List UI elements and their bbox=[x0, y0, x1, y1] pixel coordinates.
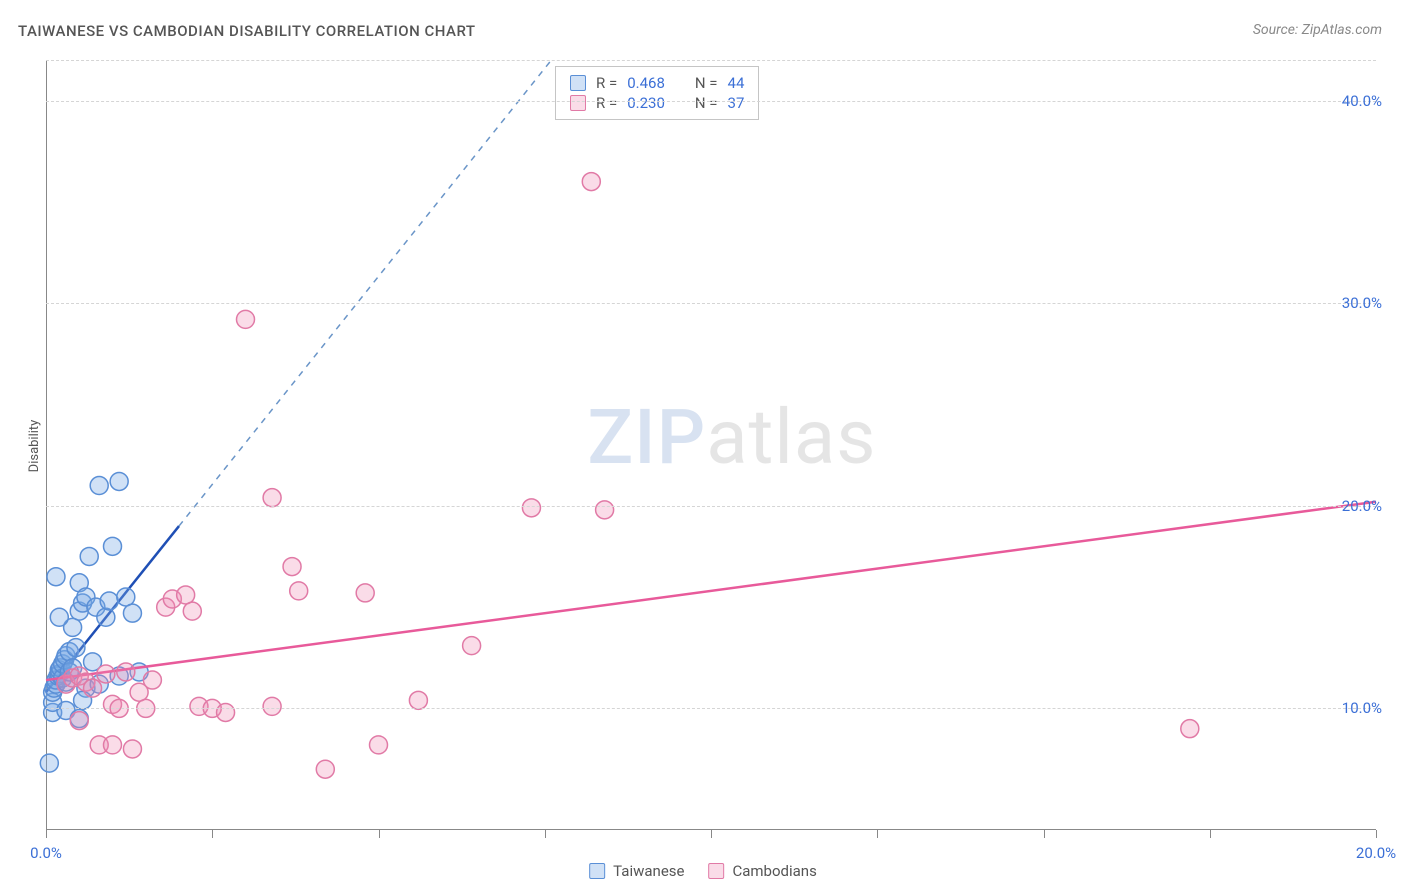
x-tick-label: 20.0% bbox=[1356, 844, 1396, 862]
gridline-h bbox=[46, 101, 1376, 102]
data-point bbox=[409, 691, 427, 709]
chart-title: TAIWANESE VS CAMBODIAN DISABILITY CORREL… bbox=[18, 22, 476, 40]
legend-series: Taiwanese Cambodians bbox=[589, 862, 817, 880]
x-tick bbox=[545, 830, 546, 838]
legend-swatch bbox=[589, 863, 605, 879]
data-point bbox=[263, 489, 281, 507]
x-tick bbox=[1044, 830, 1045, 838]
data-point bbox=[123, 740, 141, 758]
legend-correlation: R = 0.468 N = 44 R = 0.230 N = 37 bbox=[555, 66, 759, 120]
data-point bbox=[50, 608, 68, 626]
legend-row: R = 0.468 N = 44 bbox=[570, 73, 744, 93]
y-tick-label: 40.0% bbox=[1342, 92, 1382, 110]
data-point bbox=[97, 665, 115, 683]
r-label: R = bbox=[596, 94, 617, 112]
data-point bbox=[117, 588, 135, 606]
legend-item: Cambodians bbox=[708, 862, 816, 880]
x-tick bbox=[46, 830, 47, 838]
data-point bbox=[177, 586, 195, 604]
x-tick-label: 0.0% bbox=[30, 844, 62, 862]
gridline-h bbox=[46, 303, 1376, 304]
data-point bbox=[582, 173, 600, 191]
data-point bbox=[40, 754, 58, 772]
legend-swatch bbox=[570, 95, 586, 111]
data-point bbox=[67, 639, 85, 657]
legend-item: Taiwanese bbox=[589, 862, 684, 880]
legend-swatch bbox=[708, 863, 724, 879]
data-point bbox=[97, 608, 115, 626]
data-point bbox=[84, 679, 102, 697]
x-tick bbox=[1376, 830, 1377, 838]
legend-swatch bbox=[570, 75, 586, 91]
data-point bbox=[237, 310, 255, 328]
data-point bbox=[143, 671, 161, 689]
data-point bbox=[263, 697, 281, 715]
legend-label: Taiwanese bbox=[613, 862, 684, 880]
data-point bbox=[104, 537, 122, 555]
data-point bbox=[117, 663, 135, 681]
x-tick bbox=[711, 830, 712, 838]
data-point bbox=[123, 604, 141, 622]
y-tick-label: 10.0% bbox=[1342, 699, 1382, 717]
data-point bbox=[100, 592, 118, 610]
data-point bbox=[70, 712, 88, 730]
data-point bbox=[283, 558, 301, 576]
x-tick bbox=[379, 830, 380, 838]
r-value: 0.468 bbox=[627, 74, 665, 92]
y-axis-label: Disability bbox=[27, 420, 42, 473]
n-value: 44 bbox=[728, 74, 745, 92]
n-label: N = bbox=[695, 74, 718, 92]
y-tick-label: 20.0% bbox=[1342, 497, 1382, 515]
x-tick bbox=[1210, 830, 1211, 838]
data-point bbox=[80, 547, 98, 565]
data-point bbox=[104, 736, 122, 754]
r-value: 0.230 bbox=[627, 94, 665, 112]
data-point bbox=[110, 472, 128, 490]
x-tick bbox=[212, 830, 213, 838]
data-point bbox=[290, 582, 308, 600]
legend-row: R = 0.230 N = 37 bbox=[570, 93, 744, 113]
data-point bbox=[47, 568, 65, 586]
data-point bbox=[316, 760, 334, 778]
x-tick bbox=[877, 830, 878, 838]
data-point bbox=[370, 736, 388, 754]
gridline-h bbox=[46, 708, 1376, 709]
data-point bbox=[522, 499, 540, 517]
trendline bbox=[46, 502, 1376, 680]
data-point bbox=[463, 637, 481, 655]
legend-label: Cambodians bbox=[732, 862, 816, 880]
y-tick-label: 30.0% bbox=[1342, 294, 1382, 312]
trendline-extrapolated bbox=[179, 60, 551, 526]
data-point bbox=[183, 602, 201, 620]
r-label: R = bbox=[596, 74, 617, 92]
source-attribution: Source: ZipAtlas.com bbox=[1253, 22, 1382, 38]
data-point bbox=[356, 584, 374, 602]
data-point bbox=[90, 477, 108, 495]
gridline-h bbox=[46, 506, 1376, 507]
n-value: 37 bbox=[728, 94, 745, 112]
n-label: N = bbox=[695, 94, 718, 112]
scatter-svg bbox=[46, 60, 1376, 830]
gridline-h bbox=[46, 60, 1376, 61]
data-point bbox=[596, 501, 614, 519]
data-point bbox=[1181, 720, 1199, 738]
data-point bbox=[217, 703, 235, 721]
